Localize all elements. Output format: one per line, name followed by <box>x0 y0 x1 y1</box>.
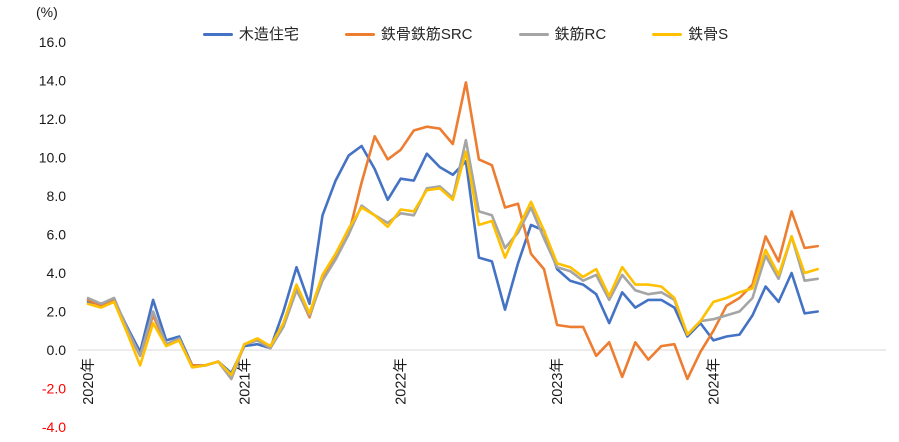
legend-item-wooden-house: 木造住宅 <box>202 26 299 43</box>
legend: 木造住宅 鉄骨鉄筋SRC 鉄筋RC 鉄骨S <box>0 27 899 42</box>
y-axis-tick-label: 8.0 <box>47 188 67 204</box>
y-axis-tick-label: -4.0 <box>42 419 66 435</box>
legend-line-swatch <box>652 32 683 37</box>
x-axis-year-label: 2022年 <box>393 358 410 405</box>
y-axis-tick-label: 4.0 <box>47 265 67 281</box>
y-axis-unit-label: (%) <box>36 4 58 20</box>
legend-item-src: 鉄骨鉄筋SRC <box>344 26 473 43</box>
series-line-鉄骨S <box>86 150 820 377</box>
x-axis-year-label: 2023年 <box>549 358 566 405</box>
y-axis-tick-label: 2.0 <box>47 304 67 320</box>
legend-label: 鉄筋RC <box>554 26 607 43</box>
legend-label: 鉄骨S <box>688 26 729 43</box>
legend-line-swatch <box>518 32 549 37</box>
legend-item-rc: 鉄筋RC <box>518 26 607 43</box>
legend-line-swatch <box>202 32 233 37</box>
legend-label: 鉄骨鉄筋SRC <box>380 26 473 43</box>
y-axis-tick-label: 14.0 <box>39 73 66 89</box>
y-axis-tick-label: 6.0 <box>47 227 67 243</box>
x-axis-year-label: 2024年 <box>705 358 722 405</box>
legend-label: 木造住宅 <box>238 26 299 43</box>
legend-item-steel: 鉄骨S <box>652 27 728 42</box>
y-axis-tick-label: 10.0 <box>39 150 66 166</box>
y-axis-tick-label: 16.0 <box>39 34 66 50</box>
legend-line-swatch <box>344 32 375 37</box>
x-axis-year-label: 2020年 <box>80 358 97 405</box>
y-axis-tick-label: 12.0 <box>39 111 66 127</box>
y-axis-tick-label: 0.0 <box>47 342 67 358</box>
y-axis-tick-label: -2.0 <box>42 381 66 397</box>
x-axis-year-label: 2021年 <box>236 358 253 405</box>
